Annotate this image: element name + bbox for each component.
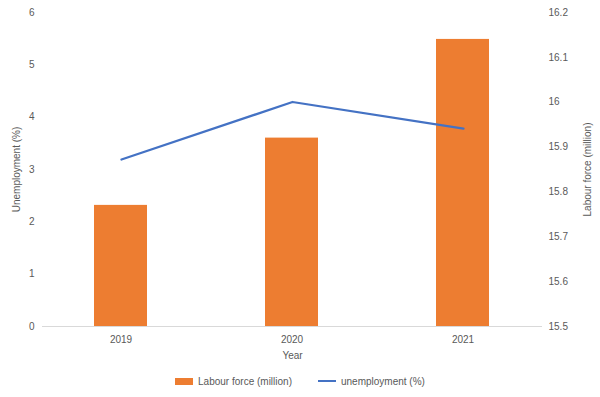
svg-text:2020: 2020 (281, 334, 304, 345)
svg-text:5: 5 (29, 59, 35, 70)
svg-text:Year: Year (282, 350, 303, 361)
svg-text:16.2: 16.2 (549, 7, 569, 18)
svg-text:3: 3 (29, 164, 35, 175)
svg-text:1: 1 (29, 268, 35, 279)
svg-text:16: 16 (549, 96, 561, 107)
svg-text:Labour force (million): Labour force (million) (582, 123, 593, 217)
svg-text:6: 6 (29, 7, 35, 18)
svg-text:2021: 2021 (452, 334, 475, 345)
svg-text:2: 2 (29, 216, 35, 227)
svg-text:4: 4 (29, 111, 35, 122)
svg-text:2019: 2019 (110, 334, 133, 345)
svg-text:15.9: 15.9 (549, 141, 569, 152)
svg-text:15.7: 15.7 (549, 231, 569, 242)
svg-text:15.6: 15.6 (549, 276, 569, 287)
html-text:unemployment (%): unemployment (%) (341, 375, 425, 387)
html-text:Labour force (million): Labour force (million) (198, 375, 292, 387)
svg-text:15.8: 15.8 (549, 186, 569, 197)
svg-text:15.5: 15.5 (549, 321, 569, 332)
svg-text:0: 0 (29, 321, 35, 332)
svg-text:16.1: 16.1 (549, 52, 569, 63)
svg-text:Unemployment (%): Unemployment (%) (11, 127, 22, 213)
